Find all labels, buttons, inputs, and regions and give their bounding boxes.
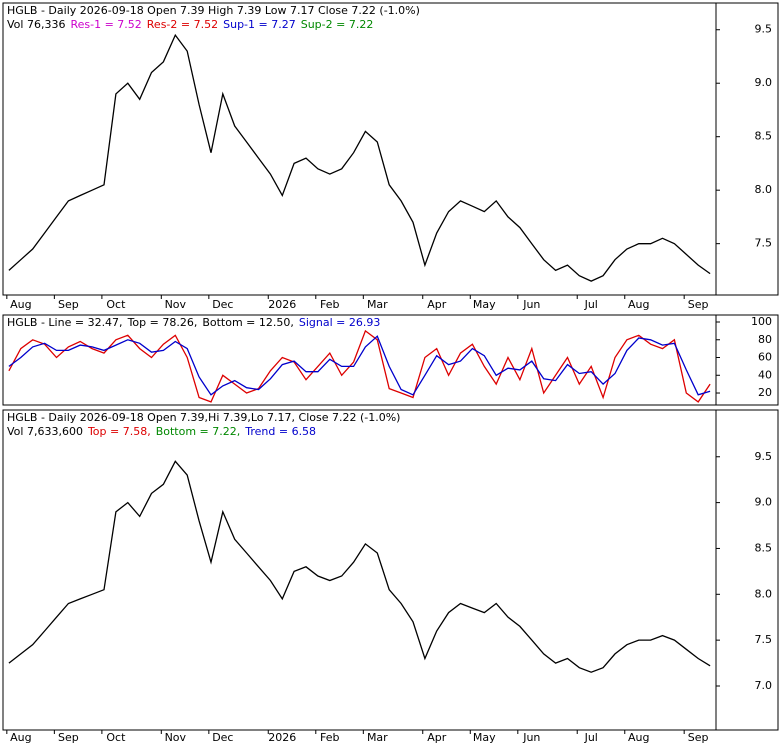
y-tick-label: 8.5 <box>755 541 773 554</box>
y-tick-label: 8.0 <box>755 183 773 196</box>
header: HGLB - Line = 32.47, Top = 78.26, Bottom =… <box>7 316 380 329</box>
x-tick-label: Sep <box>58 731 79 744</box>
y-tick-label: 7.5 <box>755 237 773 250</box>
x-tick-label: Aug <box>628 298 649 311</box>
x-tick-label: Nov <box>165 731 187 744</box>
x-tick-label: Jul <box>584 298 598 311</box>
x-tick-label: Sep <box>688 298 709 311</box>
header-part: Bottom = 12.50, <box>202 316 294 329</box>
header-part: Vol 76,336 <box>7 18 65 31</box>
header: Vol 76,336 Res-1 = 7.52 Res-2 = 7.52 Sup-1 … <box>7 18 373 31</box>
y-tick-label: 100 <box>751 315 772 328</box>
price-line <box>8 335 711 396</box>
x-tick-label: Aug <box>628 731 649 744</box>
price-line <box>8 460 711 673</box>
x-tick-label: Apr <box>427 731 447 744</box>
header-part: Bottom = 7.22, <box>156 425 241 438</box>
header-part: Res-2 = 7.52 <box>147 18 218 31</box>
header: Vol 7,633,600 Top = 7.58, Bottom = 7.22, Tr… <box>7 425 316 438</box>
x-tick-label: 2026 <box>268 731 296 744</box>
header-part: Res-1 = 7.52 <box>70 18 141 31</box>
y-tick-label: 8.0 <box>755 587 773 600</box>
header-part: Signal = 26.93 <box>299 316 381 329</box>
y-tick-label: 9.5 <box>755 450 773 463</box>
x-tick-label: Sep <box>58 298 79 311</box>
panel-frame <box>2 314 779 406</box>
header-part: Vol 7,633,600 <box>7 425 83 438</box>
x-tick-label: Oct <box>106 298 126 311</box>
y-tick-label: 20 <box>758 386 772 399</box>
y-tick-label: 7.5 <box>755 633 773 646</box>
y-tick-label: 40 <box>758 368 772 381</box>
x-tick-label: Feb <box>320 731 339 744</box>
price-line <box>8 329 711 403</box>
x-tick-label: Nov <box>165 298 187 311</box>
x-tick-label: Jun <box>522 298 540 311</box>
y-tick-label: 80 <box>758 333 772 346</box>
header-part: Top = 78.26, <box>127 316 198 329</box>
y-tick-label: 8.5 <box>755 130 773 143</box>
x-tick-label: Oct <box>106 731 126 744</box>
header-part: HGLB - Line = 32.47, <box>7 316 123 329</box>
header: HGLB - Daily 2026-09-18 Open 7.39 High 7… <box>7 4 420 17</box>
x-tick-label: Mar <box>367 298 388 311</box>
header-part: Sup-2 = 7.22 <box>301 18 374 31</box>
header-part: Trend = 6.58 <box>244 425 316 438</box>
header: HGLB - Daily 2026-09-18 Open 7.39,Hi 7.3… <box>7 411 400 424</box>
x-tick-label: Sep <box>688 731 709 744</box>
x-tick-label: May <box>473 731 496 744</box>
x-tick-label: Apr <box>427 298 447 311</box>
header-part: Top = 7.58, <box>87 425 151 438</box>
x-tick-label: Aug <box>10 298 31 311</box>
x-tick-label: Feb <box>320 298 339 311</box>
header-part: HGLB - Daily 2026-09-18 Open 7.39 High 7… <box>7 4 420 17</box>
header-part: HGLB - Daily 2026-09-18 Open 7.39,Hi 7.3… <box>7 411 400 424</box>
header-part: Sup-1 = 7.27 <box>223 18 296 31</box>
x-tick-label: Mar <box>367 731 388 744</box>
y-tick-label: 60 <box>758 351 772 364</box>
price-line <box>8 33 711 282</box>
y-tick-label: 9.0 <box>755 496 773 509</box>
x-tick-label: 2026 <box>268 298 296 311</box>
x-tick-label: Aug <box>10 731 31 744</box>
x-tick-label: Jul <box>584 731 598 744</box>
panel-frame <box>2 409 779 731</box>
y-tick-label: 9.5 <box>755 23 773 36</box>
x-tick-label: Dec <box>212 731 233 744</box>
y-tick-label: 7.0 <box>755 679 773 692</box>
x-tick-label: Dec <box>212 298 233 311</box>
x-tick-label: May <box>473 298 496 311</box>
x-tick-label: Jun <box>522 731 540 744</box>
panel-frame <box>2 2 779 296</box>
y-tick-label: 9.0 <box>755 76 773 89</box>
